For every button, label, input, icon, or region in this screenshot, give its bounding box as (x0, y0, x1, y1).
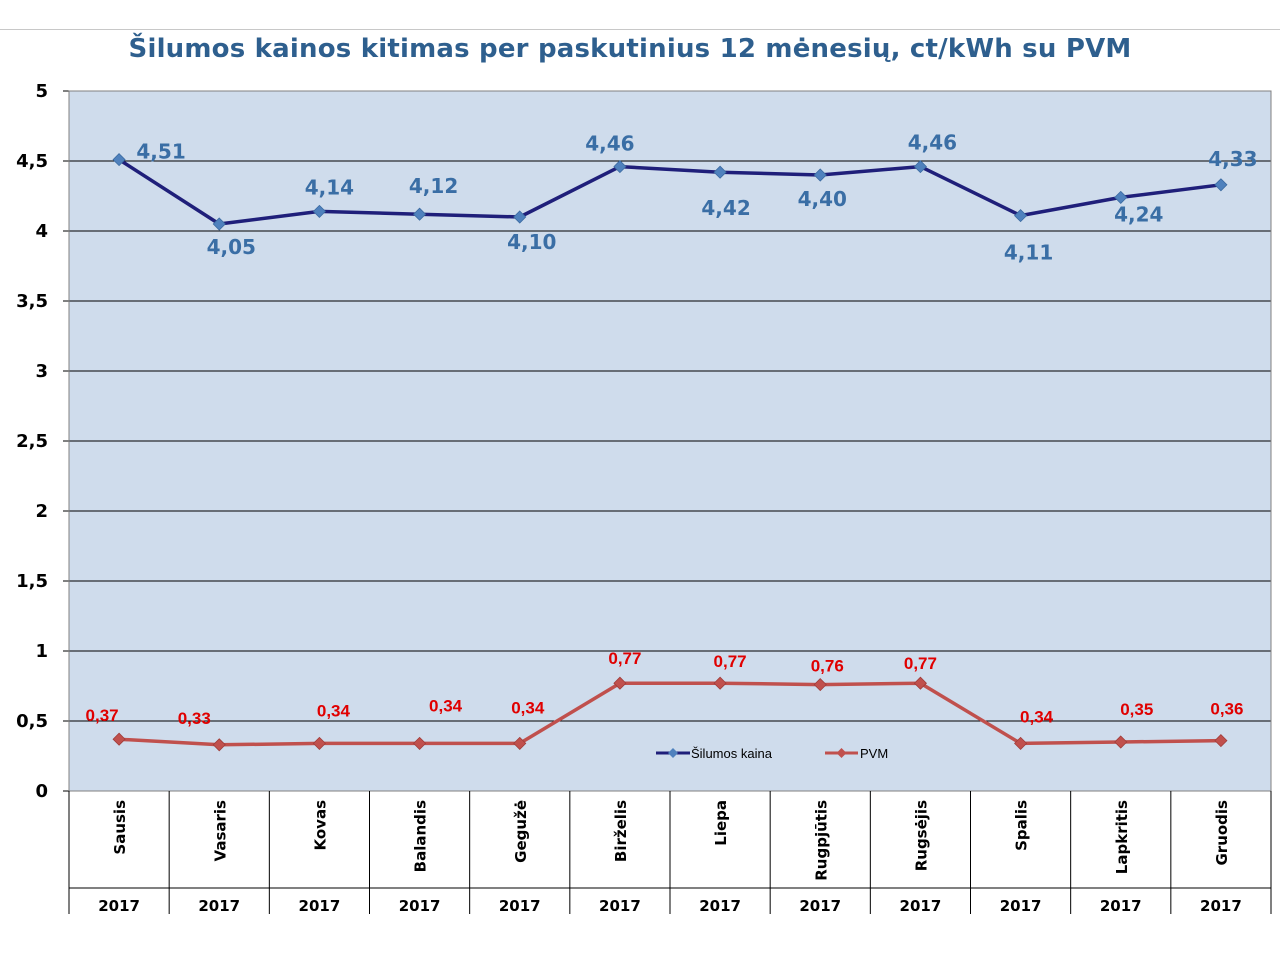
series-silumos-kaina: 4,51 4,05 4,14 4,12 4,10 4,46 4,42 4,40 4,46 4,11… (112, 131, 1258, 265)
data-label: 4,46 (908, 131, 957, 155)
x-tick-label: Kovas (311, 800, 329, 851)
x-tick-label: Sausis (111, 800, 129, 855)
data-label: 0,34 (429, 696, 463, 715)
y-tick-label: 2,5 (16, 431, 48, 452)
y-tick-label: 1,5 (16, 571, 48, 592)
y-tick-label: 1 (35, 641, 48, 662)
x-tick-label: Lapkritis (1113, 800, 1131, 874)
data-point (1014, 736, 1028, 750)
data-point (1014, 209, 1028, 223)
data-label: 0,34 (1020, 707, 1054, 726)
data-label: 0,76 (811, 657, 844, 676)
data-point (513, 736, 527, 750)
x-tick-label: Gruodis (1213, 800, 1231, 866)
x-tick-label: Rugpjūtis (812, 800, 830, 881)
data-point (112, 153, 126, 167)
data-point (413, 736, 427, 750)
data-point (813, 678, 827, 692)
x-tick-label: Spalis (1013, 800, 1031, 851)
year-label: 2017 (98, 897, 140, 915)
data-label: 4,46 (585, 132, 634, 156)
data-label: 0,34 (317, 701, 351, 720)
data-point (1214, 178, 1228, 192)
y-tick-label: 3 (35, 361, 48, 382)
data-point (1114, 735, 1128, 749)
y-tick-label: 4,5 (16, 151, 48, 172)
data-point (713, 676, 727, 690)
data-point (212, 738, 226, 752)
series-pvm: 0,37 0,33 0,34 0,34 0,34 0,77 0,77 0,76 0,77 0,34… (86, 649, 1243, 752)
y-tick-label: 4 (35, 221, 48, 242)
data-point (212, 217, 226, 231)
year-label: 2017 (198, 897, 240, 915)
legend: Šilumos kaina PVM (656, 746, 888, 761)
data-label: 0,77 (714, 652, 747, 671)
data-point (613, 160, 627, 174)
chart-title: Šilumos kainos kitimas per paskutinius 1… (128, 34, 1132, 64)
year-label: 2017 (1000, 897, 1042, 915)
y-tick-label: 3,5 (16, 291, 48, 312)
data-label: 0,33 (178, 709, 211, 728)
x-tick-label: Birželis (612, 800, 630, 862)
data-label: 4,10 (507, 230, 556, 254)
data-point (913, 160, 927, 174)
year-label: 2017 (900, 897, 942, 915)
data-point (312, 736, 326, 750)
data-label: 4,12 (409, 174, 458, 198)
year-label: 2017 (599, 897, 641, 915)
data-label: 0,77 (904, 654, 937, 673)
data-label: 4,24 (1114, 202, 1163, 226)
series-line (118, 681, 1221, 747)
year-label: 2017 (699, 897, 741, 915)
year-label: 2017 (399, 897, 441, 915)
legend-marker (668, 748, 678, 758)
legend-label-silumos-kaina: Šilumos kaina (691, 746, 773, 761)
data-label: 4,42 (701, 196, 750, 220)
y-tick-label: 0,5 (16, 711, 48, 732)
x-tick-label: Vasaris (211, 800, 229, 862)
data-label: 4,51 (136, 140, 185, 164)
data-point (513, 210, 527, 224)
x-tick-label: Liepa (712, 800, 730, 846)
x-tick-label: Balandis (412, 800, 430, 872)
x-tick-label: Gegužė (512, 800, 530, 863)
year-label: 2017 (1200, 897, 1242, 915)
x-tick-label: Rugsėjis (912, 800, 930, 871)
data-label: 4,40 (798, 187, 847, 211)
year-label: 2017 (499, 897, 541, 915)
data-label: 0,34 (511, 698, 545, 717)
data-point (312, 204, 326, 218)
data-label: 4,05 (207, 235, 256, 259)
y-tick-label: 2 (35, 501, 48, 522)
data-label: 0,36 (1210, 700, 1243, 719)
series-line (118, 158, 1222, 226)
legend-label-pvm: PVM (860, 746, 888, 761)
data-label: 4,11 (1004, 241, 1053, 265)
legend-marker (836, 748, 847, 758)
data-point (1214, 734, 1228, 748)
data-label: 0,77 (608, 649, 641, 668)
data-label: 0,35 (1120, 700, 1153, 719)
data-point (1114, 190, 1128, 204)
data-point (413, 207, 427, 221)
data-label: 4,14 (305, 175, 354, 199)
top-divider (0, 29, 1280, 30)
data-point (713, 165, 727, 179)
data-point (813, 168, 827, 182)
data-label: 4,33 (1208, 147, 1257, 171)
data-point (613, 676, 627, 690)
data-label: 0,37 (86, 706, 119, 725)
data-point (913, 676, 927, 690)
year-label: 2017 (799, 897, 841, 915)
data-point (112, 732, 126, 746)
year-label: 2017 (1100, 897, 1142, 915)
year-label: 2017 (299, 897, 341, 915)
y-tick-label: 0 (35, 781, 48, 802)
y-tick-label: 5 (35, 81, 48, 102)
